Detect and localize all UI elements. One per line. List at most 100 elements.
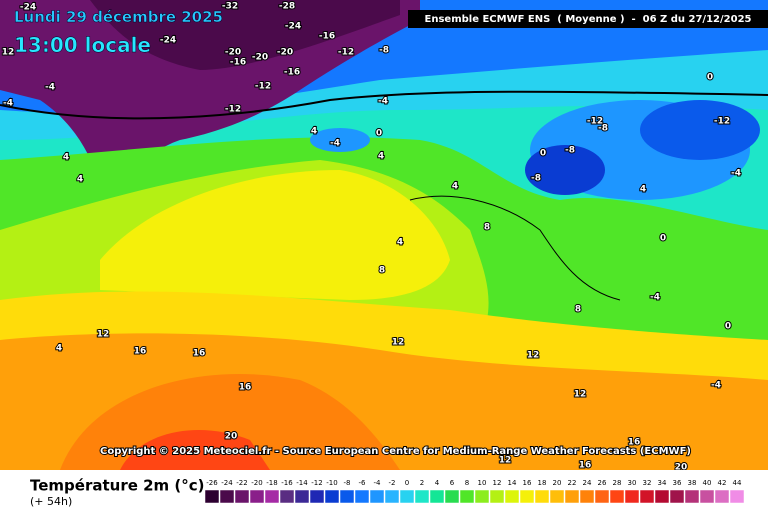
scale-tick-label: 26	[598, 479, 607, 487]
temperature-label: 20	[225, 432, 238, 442]
scale-tick-label: 12	[493, 479, 502, 487]
scale-tick-label: 10	[478, 479, 487, 487]
color-swatch	[414, 489, 430, 504]
color-swatch	[594, 489, 610, 504]
scale-tick-label: 6	[450, 479, 455, 487]
scale-tick-label: -12	[311, 479, 322, 487]
scale-tick-label: 4	[435, 479, 440, 487]
temperature-label: 4	[640, 185, 646, 195]
color-swatch	[429, 489, 445, 504]
temperature-label: -20	[277, 48, 293, 58]
temperature-label: -16	[230, 58, 246, 68]
temperature-label: -32	[222, 2, 238, 12]
temperature-label: 8	[484, 223, 490, 233]
scale-tick-label: -16	[281, 479, 293, 487]
color-swatch	[459, 489, 475, 504]
temperature-label: -8	[531, 174, 541, 184]
temperature-label: 12	[574, 390, 587, 400]
scale-tick-label: 14	[508, 479, 517, 487]
color-swatch	[309, 489, 325, 504]
scale-tick-label: -22	[236, 479, 247, 487]
color-swatch	[729, 489, 745, 504]
scale-tick-label: 22	[568, 479, 577, 487]
color-swatch	[234, 489, 250, 504]
forecast-time: 13:00 locale	[14, 33, 151, 57]
temperature-label: 12	[527, 351, 540, 361]
temperature-label: -20	[225, 48, 241, 58]
map-labels: -24 -32 -28-24-24-20-16 -20 -20-16-12 -8-16-1…	[1, 1, 742, 474]
scale-tick-label: -4	[374, 479, 382, 487]
temperature-label: 4	[63, 153, 69, 163]
temperature-label: 12	[2, 48, 15, 58]
temperature-label: -24	[160, 36, 176, 46]
color-swatch	[714, 489, 730, 504]
legend-lead: (+ 54h)	[30, 495, 72, 508]
temperature-label: -12	[714, 117, 730, 127]
scale-tick-label: 30	[628, 479, 637, 487]
color-swatch	[204, 489, 220, 504]
color-swatch	[624, 489, 640, 504]
scale-tick-label: 24	[583, 479, 592, 487]
temperature-label: -12	[338, 48, 354, 58]
temperature-label: -12	[225, 105, 241, 115]
forecast-date: Lundi 29 décembre 2025	[14, 8, 223, 26]
temperature-label: -4	[3, 99, 13, 109]
temperature-label: -4	[711, 381, 721, 391]
color-swatch	[639, 489, 655, 504]
scale-tick-label: 28	[613, 479, 622, 487]
scale-tick-label: -8	[344, 479, 351, 487]
color-swatch	[684, 489, 700, 504]
color-swatch	[264, 489, 280, 504]
temperature-label: -20	[252, 53, 268, 63]
legend-title: Température 2m (°c)	[30, 477, 205, 495]
scale-tick-label: 32	[643, 479, 652, 487]
temperature-label: 16	[628, 438, 641, 448]
color-swatch	[354, 489, 370, 504]
color-swatch	[219, 489, 235, 504]
color-swatch	[534, 489, 550, 504]
temperature-label: 16	[239, 383, 252, 393]
copyright: Copyright © 2025 Meteociel.fr - Source E…	[100, 446, 691, 457]
temperature-label: -4	[731, 169, 741, 179]
temperature-label: -4	[330, 139, 340, 149]
color-swatch	[474, 489, 490, 504]
color-swatch	[609, 489, 625, 504]
scale-tick-label: -10	[326, 479, 337, 487]
scale-tick-label: 36	[673, 479, 682, 487]
temperature-label: -4	[650, 293, 660, 303]
temperature-label: 16	[193, 349, 206, 359]
temperature-label: -28	[279, 2, 295, 12]
color-swatch	[504, 489, 520, 504]
temperature-label: 8	[575, 305, 581, 315]
temperature-label: -16	[319, 32, 335, 42]
temperature-label: 4	[311, 127, 317, 137]
temperature-label: 4	[378, 152, 384, 162]
color-swatch	[699, 489, 715, 504]
scale-tick-label: 42	[718, 479, 727, 487]
color-swatch	[549, 489, 565, 504]
temperature-label: 4	[77, 175, 83, 185]
scale-tick-label: -20	[251, 479, 262, 487]
map-background	[0, 0, 768, 471]
model-info: Ensemble ECMWF ENS ( Moyenne ) - 06 Z du…	[425, 14, 752, 25]
color-swatch	[669, 489, 685, 504]
temperature-label: -24	[285, 22, 301, 32]
temperature-label: -24	[20, 3, 36, 13]
temperature-label: 4	[452, 182, 458, 192]
temperature-label: 4	[56, 344, 62, 354]
temperature-label: -4	[378, 97, 388, 107]
temperature-label: 12	[97, 330, 110, 340]
color-swatch	[294, 489, 310, 504]
scale-tick-label: -26	[206, 479, 218, 487]
temperature-label: 0	[660, 234, 666, 244]
temperature-label: -12	[255, 82, 271, 92]
scale-tick-label: -2	[389, 479, 396, 487]
scale-tick-label: 40	[703, 479, 712, 487]
color-swatch	[444, 489, 460, 504]
color-swatch	[489, 489, 505, 504]
color-swatch	[369, 489, 385, 504]
color-swatch	[579, 489, 595, 504]
temperature-label: -4	[45, 83, 55, 93]
model-box	[408, 10, 768, 28]
